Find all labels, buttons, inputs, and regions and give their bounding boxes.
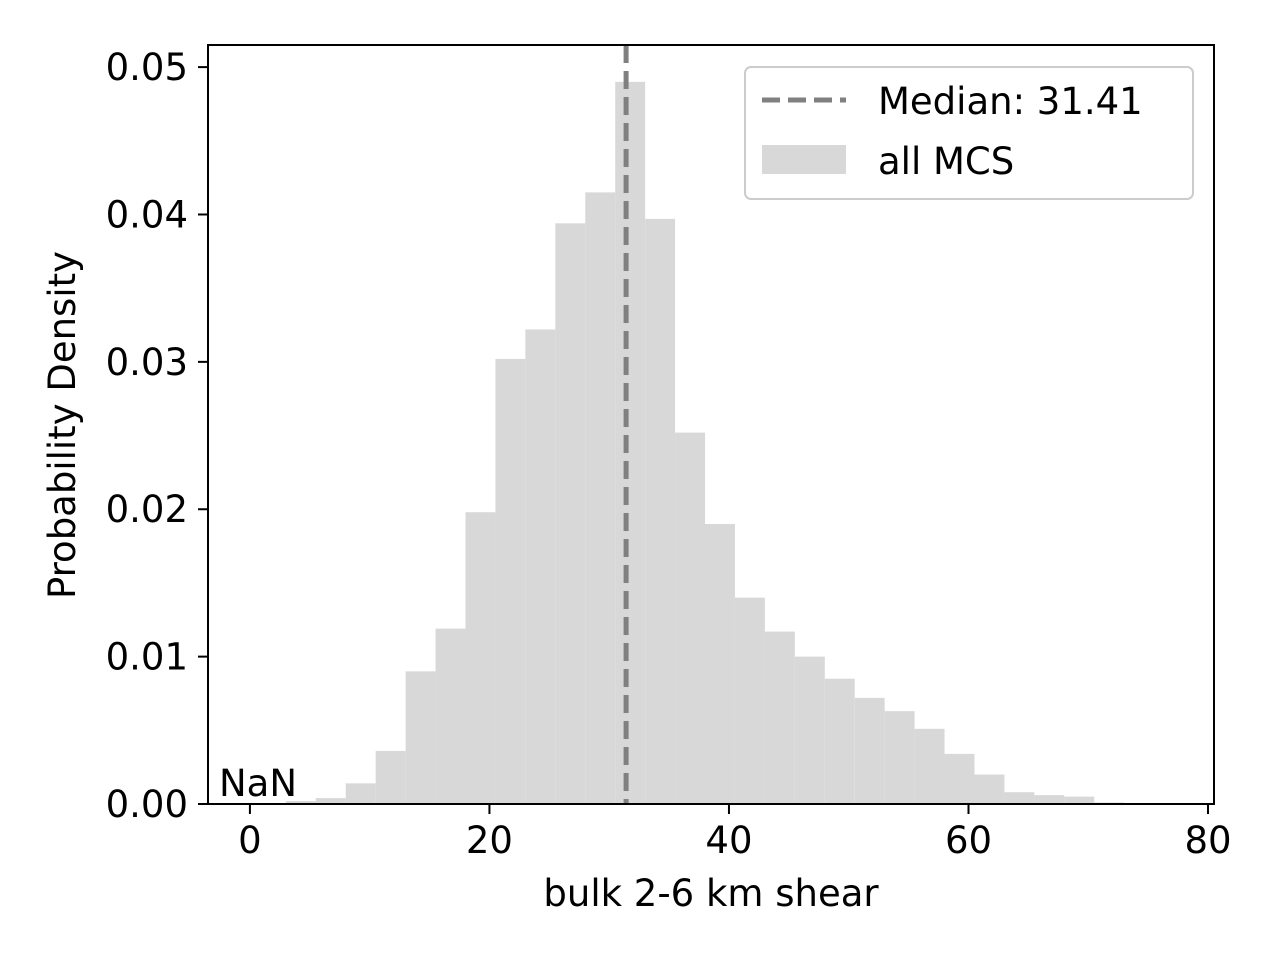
histogram-bar — [944, 753, 975, 804]
x-axis-label: bulk 2-6 km shear — [543, 872, 879, 915]
histogram-bar — [734, 597, 765, 804]
histogram-bar — [615, 81, 646, 804]
y-tick-label: 0.02 — [106, 488, 188, 531]
histogram-bar — [645, 218, 676, 804]
y-tick-label: 0.00 — [106, 783, 188, 826]
histogram-bar — [375, 750, 406, 804]
histogram-bar — [525, 329, 556, 804]
histogram-bar — [914, 728, 945, 804]
histogram-bar — [465, 512, 496, 804]
y-axis-ticks: 0.00 0.01 0.02 0.03 0.04 0.05 — [106, 46, 208, 826]
histogram-bar — [794, 656, 825, 804]
histogram-bar — [764, 631, 795, 804]
legend-hist-label: all MCS — [878, 140, 1014, 183]
histogram-bar — [555, 223, 586, 805]
histogram-bar — [585, 192, 616, 804]
y-tick-label: 0.04 — [106, 193, 188, 236]
x-tick-label: 40 — [705, 819, 752, 862]
histogram-bar — [1004, 792, 1035, 804]
histogram-bar — [315, 798, 346, 804]
legend-box — [744, 66, 1194, 200]
histogram-bar — [435, 628, 466, 804]
histogram-bar — [675, 432, 706, 804]
histogram-bar — [854, 697, 885, 804]
legend-hist-swatch — [762, 145, 846, 174]
x-axis-ticks: 0 20 40 60 80 — [238, 804, 1232, 862]
histogram-bar — [495, 358, 526, 804]
x-tick-label: 60 — [945, 819, 992, 862]
plot-frame — [207, 44, 1215, 805]
histogram-bar — [285, 801, 316, 804]
histogram-bar — [405, 671, 436, 804]
legend: Median: 31.41 all MCS — [744, 66, 1194, 200]
x-tick-label: 20 — [466, 819, 513, 862]
histogram-bar — [345, 783, 376, 804]
y-tick-label: 0.05 — [106, 46, 188, 89]
legend-median-label: Median: 31.41 — [878, 80, 1143, 123]
histogram-bars — [285, 81, 1125, 805]
y-tick-label: 0.03 — [106, 341, 188, 384]
x-tick-label: 0 — [238, 819, 262, 862]
histogram-bar — [705, 523, 735, 804]
y-axis-label: Probability Density — [41, 251, 84, 599]
histogram-bar — [1034, 795, 1065, 804]
histogram-bar — [974, 774, 1005, 804]
y-tick-label: 0.01 — [106, 636, 188, 679]
nan-annotation: NaN — [219, 762, 297, 805]
x-tick-label: 80 — [1184, 819, 1231, 862]
histogram-bar — [824, 678, 855, 804]
histogram-bar — [1064, 796, 1095, 804]
histogram-bar — [884, 711, 915, 804]
